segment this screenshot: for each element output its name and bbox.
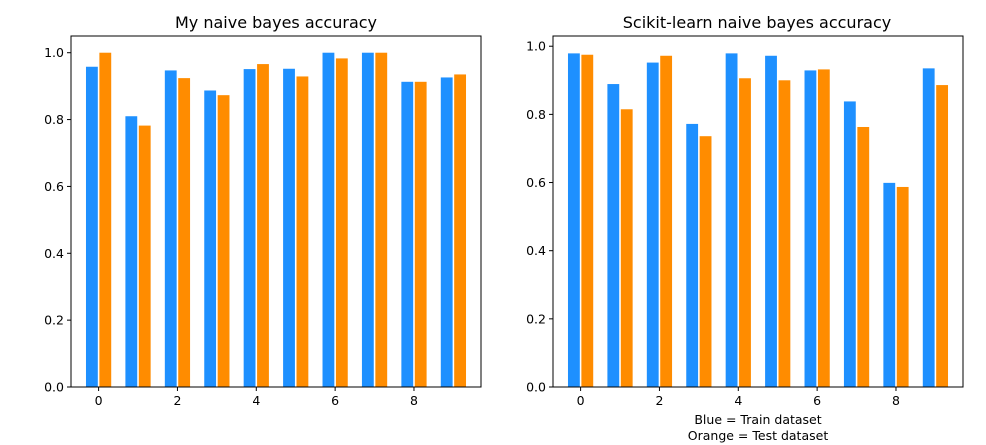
y-tick-label: 0.0 [526,380,546,395]
bar [454,74,467,387]
bar [217,95,230,388]
x-tick-label: 0 [577,393,585,408]
bar [440,77,453,387]
plot-frame [70,35,482,388]
chart-title: My naive bayes accuracy [175,13,377,32]
y-tick-label: 1.0 [44,45,64,60]
bar [883,182,896,387]
bar [765,55,777,388]
x-axis: 0 2 4 6 8 [95,387,418,408]
bars [85,52,467,388]
bar [581,54,594,388]
bar [138,125,151,387]
bar [99,52,112,388]
x-tick-label: 4 [734,393,742,408]
bar [922,68,935,388]
bar [243,69,256,387]
bar [857,126,870,388]
bar [322,52,335,388]
bar [257,64,269,387]
chart-my-naive-bayes: My naive bayes accuracy 0.0 0.2 0.4 0.6 0.8 1… [44,13,482,408]
bar [375,52,388,388]
bar [361,52,374,388]
y-tick-label: 0.4 [526,243,546,258]
caption-line-2: Orange = Test dataset [688,428,829,443]
bar [936,85,949,387]
bar [335,58,348,388]
bar [843,101,856,388]
x-tick-label: 4 [252,393,260,408]
bar [646,62,659,387]
bar [620,109,633,388]
x-tick-label: 2 [173,393,181,408]
y-tick-label: 0.6 [44,179,64,194]
y-tick-label: 0.6 [526,175,546,190]
bar [739,78,751,387]
y-tick-label: 0.0 [44,380,64,395]
y-tick-label: 0.4 [44,246,64,261]
bar [567,53,580,387]
y-tick-label: 0.2 [44,313,64,328]
caption-line-1: Blue = Train dataset [694,412,821,427]
bar [283,68,295,387]
x-tick-label: 8 [892,393,900,408]
bar [660,55,673,388]
bar [896,186,909,387]
y-axis: 0.0 0.2 0.4 0.6 0.8 1.0 [44,45,71,395]
bar [778,80,791,388]
bar [699,136,712,387]
bar [817,69,830,388]
y-tick-label: 1.0 [526,39,546,54]
bar [414,81,427,388]
bar [401,81,414,388]
y-tick-label: 0.8 [526,107,546,122]
bar [686,123,699,388]
bar [607,84,620,388]
x-tick-label: 6 [813,393,821,408]
plot-frame [552,35,964,388]
x-axis: 0 2 4 6 8 [577,387,900,408]
x-tick-label: 8 [410,393,418,408]
bar [804,70,817,388]
bars [567,53,949,388]
bar [164,70,177,388]
x-tick-label: 6 [331,393,339,408]
bar [85,66,98,387]
bar [178,78,191,388]
y-tick-label: 0.2 [526,311,546,326]
x-tick-label: 2 [655,393,663,408]
bar [296,76,309,387]
chart-title: Scikit-learn naive bayes accuracy [623,13,891,32]
y-axis: 0.0 0.2 0.4 0.6 0.8 1.0 [526,39,553,395]
bar [125,116,138,387]
x-tick-label: 0 [95,393,103,408]
chart-scikit-learn-naive-bayes: Scikit-learn naive bayes accuracy 0.0 0.2… [526,13,964,408]
bar [725,53,738,387]
y-tick-label: 0.8 [44,112,64,127]
bar [204,90,217,388]
